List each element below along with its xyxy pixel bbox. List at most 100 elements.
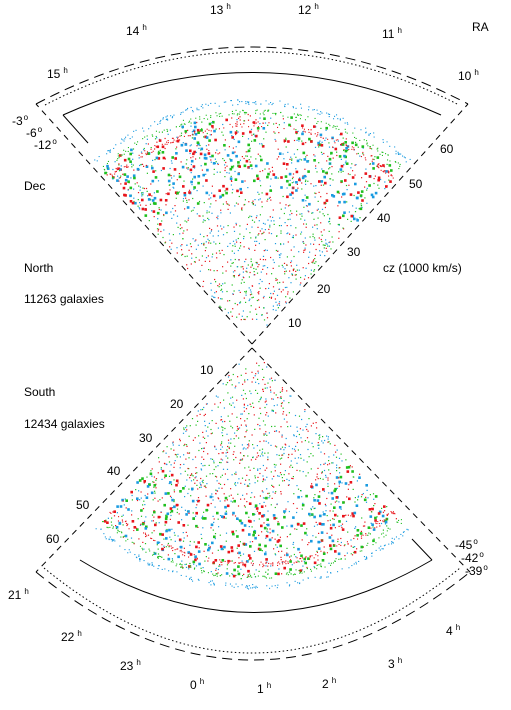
- galaxy-point: [299, 284, 301, 286]
- galaxy-point: [153, 484, 157, 487]
- galaxy-point: [216, 575, 218, 577]
- galaxy-point: [259, 123, 261, 125]
- galaxy-point: [216, 480, 218, 482]
- galaxy-point: [172, 570, 174, 572]
- galaxy-point: [304, 561, 307, 565]
- galaxy-point: [313, 561, 317, 565]
- galaxy-point: [243, 563, 247, 567]
- galaxy-point: [345, 459, 347, 461]
- galaxy-point: [219, 115, 221, 117]
- galaxy-point: [321, 471, 323, 473]
- galaxy-point: [259, 564, 261, 566]
- galaxy-point: [331, 173, 333, 175]
- galaxy-point: [372, 167, 375, 170]
- galaxy-point: [128, 549, 130, 551]
- galaxy-point: [292, 268, 294, 270]
- galaxy-point: [227, 208, 229, 210]
- galaxy-point: [203, 243, 205, 246]
- galaxy-point: [256, 215, 258, 217]
- galaxy-point: [398, 153, 400, 155]
- galaxy-point: [210, 571, 212, 573]
- galaxy-point: [210, 527, 212, 529]
- galaxy-point: [341, 528, 345, 531]
- galaxy-point: [112, 511, 114, 513]
- galaxy-point: [365, 557, 367, 559]
- galaxy-point: [301, 176, 305, 180]
- galaxy-point: [221, 446, 223, 448]
- galaxy-point: [164, 137, 166, 140]
- galaxy-point: [301, 569, 303, 571]
- galaxy-point: [219, 575, 221, 577]
- galaxy-point: [196, 202, 200, 205]
- galaxy-point: [230, 311, 232, 313]
- galaxy-point: [292, 187, 294, 189]
- galaxy-point: [331, 138, 333, 140]
- galaxy-point: [345, 145, 347, 147]
- galaxy-point: [225, 510, 227, 512]
- galaxy-point: [289, 533, 291, 536]
- galaxy-point: [304, 237, 306, 239]
- galaxy-point: [282, 195, 284, 198]
- galaxy-point: [157, 223, 159, 225]
- galaxy-point: [340, 525, 342, 527]
- galaxy-point: [189, 540, 191, 543]
- galaxy-point: [245, 258, 247, 260]
- galaxy-point: [240, 498, 242, 500]
- galaxy-point: [242, 564, 244, 566]
- galaxy-point: [286, 264, 288, 266]
- galaxy-point: [211, 154, 214, 158]
- galaxy-point: [182, 198, 185, 200]
- galaxy-point: [257, 575, 259, 577]
- galaxy-point: [268, 103, 270, 105]
- galaxy-point: [271, 585, 273, 587]
- galaxy-point: [131, 510, 133, 512]
- galaxy-point: [241, 101, 243, 103]
- galaxy-point: [325, 129, 327, 131]
- galaxy-point: [234, 302, 236, 305]
- galaxy-point: [286, 582, 288, 584]
- galaxy-point: [204, 464, 206, 467]
- galaxy-point: [313, 497, 315, 499]
- galaxy-point: [263, 138, 265, 140]
- galaxy-point: [222, 383, 224, 385]
- galaxy-point: [236, 316, 238, 318]
- galaxy-point: [165, 211, 168, 215]
- galaxy-point: [199, 130, 201, 132]
- galaxy-point: [206, 235, 208, 237]
- galaxy-point: [177, 548, 179, 550]
- galaxy-point: [276, 546, 278, 548]
- galaxy-point: [322, 511, 324, 513]
- galaxy-point: [141, 547, 143, 549]
- galaxy-point: [247, 264, 249, 266]
- galaxy-point: [249, 130, 252, 134]
- galaxy-point: [232, 271, 235, 273]
- galaxy-point: [136, 143, 138, 145]
- galaxy-point: [195, 256, 197, 259]
- galaxy-point: [316, 122, 318, 124]
- galaxy-point: [136, 497, 139, 500]
- galaxy-point: [320, 563, 322, 565]
- galaxy-point: [284, 554, 286, 556]
- galaxy-point: [230, 494, 232, 496]
- galaxy-point: [181, 519, 183, 521]
- galaxy-point: [120, 169, 122, 171]
- galaxy-point: [246, 444, 249, 446]
- galaxy-point: [160, 556, 162, 558]
- galaxy-point: [292, 106, 294, 108]
- galaxy-point: [238, 117, 240, 119]
- galaxy-point: [281, 434, 283, 436]
- galaxy-point: [150, 125, 152, 127]
- galaxy-point: [204, 162, 207, 166]
- galaxy-point: [282, 281, 284, 283]
- galaxy-point: [234, 432, 236, 434]
- galaxy-point: [221, 474, 223, 476]
- galaxy-point: [208, 150, 210, 152]
- galaxy-point: [277, 307, 279, 309]
- galaxy-point: [270, 190, 273, 192]
- galaxy-point: [224, 169, 226, 172]
- galaxy-point: [284, 207, 286, 209]
- galaxy-point: [294, 573, 296, 575]
- galaxy-point: [369, 146, 371, 148]
- galaxy-point: [133, 526, 137, 529]
- galaxy-point: [266, 476, 268, 478]
